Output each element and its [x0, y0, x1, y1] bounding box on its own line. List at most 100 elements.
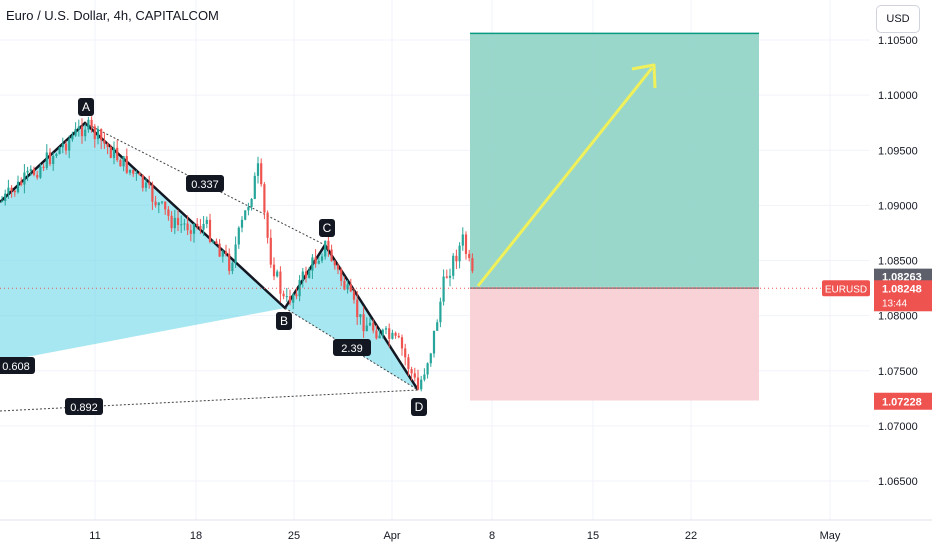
candle-body: [7, 187, 10, 194]
candle-body: [301, 271, 304, 281]
candle-body: [29, 169, 32, 171]
candle-body: [42, 166, 45, 168]
chart-title: Euro / U.S. Dollar, 4h, CAPITALCOM: [6, 8, 219, 23]
candle-body: [189, 230, 192, 234]
candle-body: [103, 140, 106, 144]
candle-body: [410, 369, 413, 374]
candle-body: [100, 129, 103, 141]
candle-body: [176, 217, 180, 225]
candle-body: [90, 119, 93, 127]
x-tick-label: May: [820, 530, 841, 542]
candle-body: [311, 257, 314, 271]
candle-body: [452, 255, 455, 276]
candle-body: [218, 243, 221, 257]
ratio-label: 0.892: [70, 402, 98, 414]
candle-body: [288, 296, 292, 303]
candle-body: [436, 322, 439, 331]
candle-body: [164, 201, 167, 210]
candle-body: [39, 166, 42, 178]
point-label-b: B: [280, 314, 288, 328]
candle-body: [119, 160, 122, 167]
candle-body: [391, 332, 394, 339]
candle-body: [298, 280, 301, 297]
candle-body: [112, 147, 116, 158]
candle-body: [240, 219, 244, 228]
candle-body: [167, 209, 170, 216]
candle-body: [372, 322, 375, 331]
harmonic-pattern: [0, 121, 420, 412]
candle-body: [432, 330, 436, 354]
candle-body: [365, 325, 368, 332]
candle-body: [93, 126, 96, 140]
candle-body: [132, 169, 135, 174]
x-tick-label: 25: [288, 530, 300, 542]
ratio-label: 2.39: [341, 343, 362, 355]
candle-body: [84, 129, 87, 137]
candle-body: [314, 257, 317, 264]
ratio-label-box: [65, 398, 103, 415]
candle-body: [71, 135, 74, 140]
point-label-c: C: [323, 221, 332, 235]
candle-body: [439, 301, 442, 323]
candle-body: [340, 269, 343, 281]
candle-body: [183, 223, 186, 225]
point-label-a: A: [82, 100, 90, 114]
x-tick-label: 11: [89, 530, 100, 542]
ratio-label-box: [186, 175, 224, 192]
candle-body: [250, 198, 253, 207]
candle-body: [263, 184, 266, 213]
candle-body: [173, 217, 176, 229]
point-label-box: [411, 398, 427, 416]
candle-body: [61, 143, 64, 148]
candle-body: [429, 353, 432, 364]
candle-body: [212, 241, 215, 243]
candle-body: [464, 234, 468, 254]
ac-ratio-line: [84, 122, 326, 246]
candle-body: [282, 293, 285, 297]
candle-body: [266, 212, 269, 238]
candle-body: [186, 223, 189, 231]
candle-body: [0, 200, 4, 202]
candle-body: [317, 260, 320, 264]
candle-body: [247, 206, 250, 211]
candle-body: [279, 271, 282, 294]
candle-body: [320, 256, 324, 261]
candle-body: [55, 153, 58, 157]
candle-body: [397, 335, 400, 338]
symbol-label: EURUSD: [825, 284, 867, 295]
candle-body: [445, 276, 448, 278]
x-tick-label: 18: [190, 530, 202, 542]
candle-body: [461, 234, 464, 246]
candle-body: [253, 175, 256, 199]
candle-body: [151, 184, 154, 202]
candle-body: [52, 156, 55, 165]
candle-body: [80, 126, 84, 137]
candle-body: [407, 357, 410, 370]
point-label-box: [319, 219, 335, 237]
stop-price-tag: [874, 392, 932, 410]
candle-body: [471, 258, 474, 272]
candle-body: [13, 190, 16, 193]
current-price-tag: [874, 280, 932, 312]
candle-body: [128, 169, 132, 173]
profit-zone: [470, 33, 759, 287]
candle-body: [308, 270, 311, 278]
y-tick-label: 1.07500: [878, 366, 918, 378]
candle-body: [196, 223, 199, 226]
candle-body: [20, 181, 23, 185]
candle-body: [384, 328, 388, 330]
current-price-label: 1.08248: [882, 283, 922, 295]
candle-body: [157, 202, 160, 206]
candle-body: [292, 294, 295, 303]
ratio-label: 0.608: [2, 361, 30, 373]
candle-body: [420, 379, 423, 390]
point-label-box: [78, 98, 94, 116]
currency-button[interactable]: USD: [876, 5, 920, 33]
candle-body: [356, 299, 359, 318]
candle-body: [324, 240, 327, 257]
candle-body: [109, 147, 112, 158]
candle-body: [228, 253, 231, 272]
point-label-d: D: [415, 400, 424, 414]
